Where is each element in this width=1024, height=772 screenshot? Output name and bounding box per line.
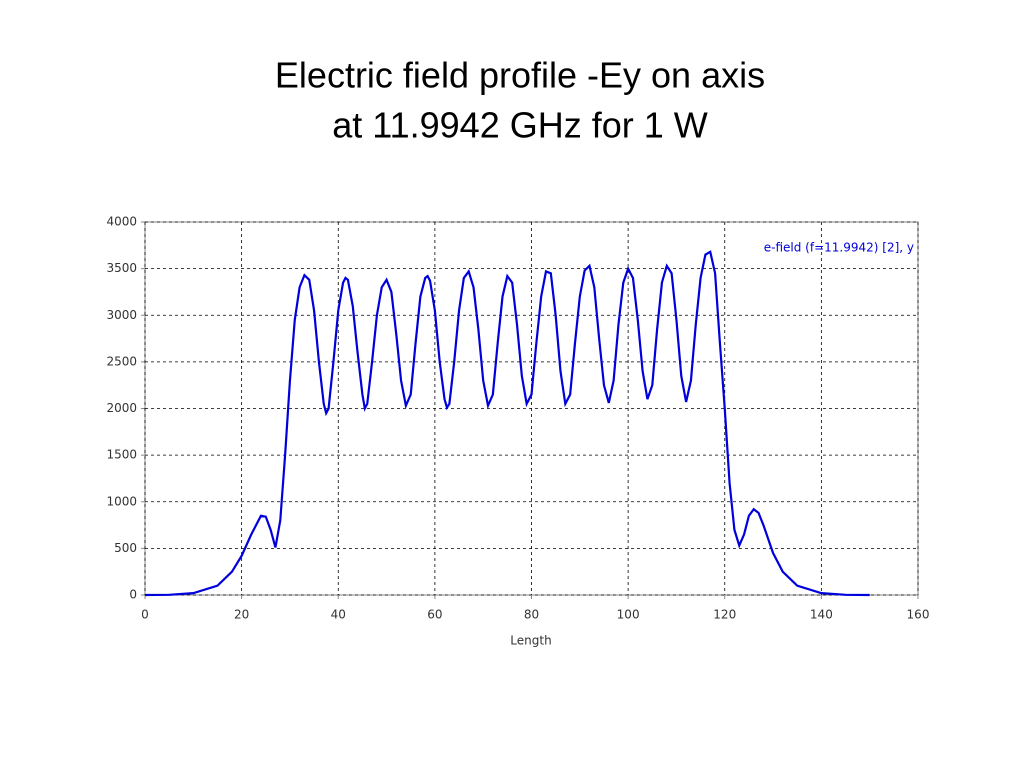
y-tick-label: 4000 bbox=[106, 215, 137, 229]
y-tick-label: 3000 bbox=[106, 308, 137, 322]
x-tick-label: 20 bbox=[234, 608, 249, 622]
x-tick-label: 40 bbox=[331, 608, 346, 622]
y-tick-label: 3500 bbox=[106, 261, 137, 275]
x-tick-label: 160 bbox=[907, 608, 930, 622]
x-axis-label: Length bbox=[510, 634, 551, 648]
x-tick-label: 60 bbox=[427, 608, 442, 622]
legend-label: e-field (f=11.9942) [2], y bbox=[764, 241, 914, 255]
chart-title: Electric field profile -Ey on axis bbox=[275, 55, 765, 96]
x-tick-label: 100 bbox=[617, 608, 640, 622]
chart-subtitle: at 11.9942 GHz for 1 W bbox=[332, 105, 708, 146]
y-tick-label: 2500 bbox=[106, 354, 137, 368]
y-tick-label: 1500 bbox=[106, 448, 137, 462]
x-tick-label: 0 bbox=[141, 608, 149, 622]
data-line bbox=[144, 250, 870, 597]
x-tick-label: 140 bbox=[810, 608, 833, 622]
x-tick-label: 80 bbox=[524, 608, 539, 622]
y-tick-label: 2000 bbox=[106, 401, 137, 415]
y-tick-label: 500 bbox=[114, 541, 137, 555]
y-tick-label: 0 bbox=[129, 588, 137, 602]
x-tick-label: 120 bbox=[713, 608, 736, 622]
y-tick-label: 1000 bbox=[106, 494, 137, 508]
